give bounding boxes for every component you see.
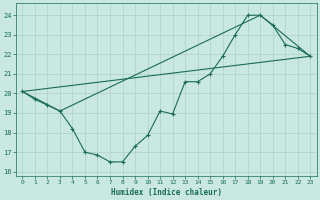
X-axis label: Humidex (Indice chaleur): Humidex (Indice chaleur) xyxy=(111,188,222,197)
